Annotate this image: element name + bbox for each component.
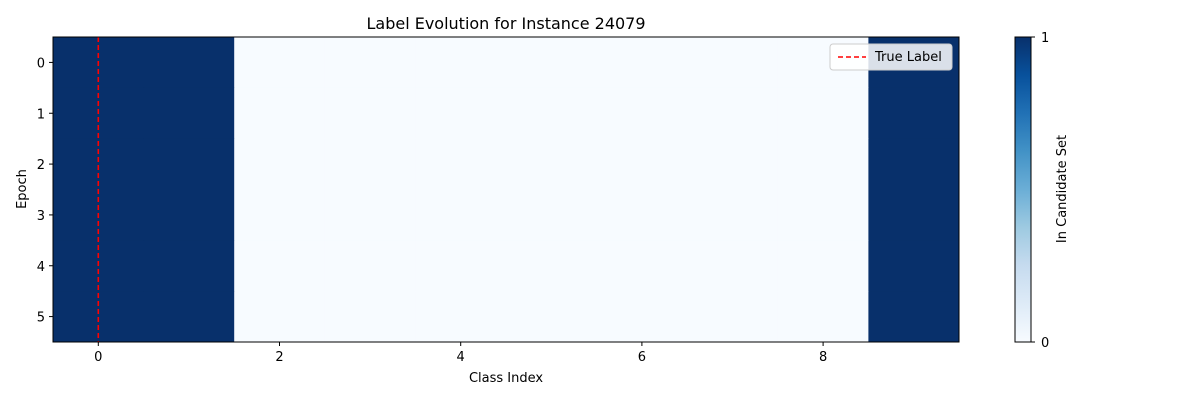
heatmap-cell	[687, 87, 779, 140]
heatmap-cell	[868, 189, 960, 241]
heatmap-cell	[596, 87, 688, 140]
heatmap-cell	[324, 291, 416, 343]
heatmap-cell	[324, 240, 416, 292]
heatmap-cell	[143, 189, 235, 241]
heatmap-cell	[415, 87, 507, 140]
heatmap-cell	[143, 138, 235, 190]
heatmap-cell	[687, 37, 779, 89]
heatmap-cell	[506, 87, 598, 140]
heatmap-cell	[687, 138, 779, 190]
heatmap-cell	[234, 138, 326, 190]
heatmap-cell	[234, 291, 326, 343]
heatmap-cell	[868, 240, 960, 292]
y-tick-label: 5	[37, 311, 45, 326]
heatmap-cell	[506, 240, 598, 292]
heatmap-cell	[234, 240, 326, 292]
colorbar-label: In Candidate Set	[1055, 135, 1070, 243]
heatmap-cell	[868, 138, 960, 190]
chart-title: Label Evolution for Instance 24079	[366, 14, 645, 33]
heatmap-cell	[234, 87, 326, 140]
heatmap-cells	[53, 37, 960, 343]
heatmap-cell	[506, 138, 598, 190]
heatmap-cell	[687, 291, 779, 343]
heatmap-cell	[596, 37, 688, 89]
heatmap-cell	[777, 291, 869, 343]
y-axis-label: Epoch	[15, 169, 30, 209]
heatmap-cell	[687, 189, 779, 241]
heatmap-cell	[324, 189, 416, 241]
axes-frame	[52, 36, 960, 343]
heatmap-cell	[234, 189, 326, 241]
heatmap-cell	[596, 138, 688, 190]
heatmap-cell	[234, 37, 326, 89]
legend-box	[829, 43, 953, 71]
colorbar-ticks: 01	[1031, 31, 1049, 351]
heatmap-cell	[868, 87, 960, 140]
heatmap-cell	[596, 189, 688, 241]
heatmap-cell	[415, 189, 507, 241]
heatmap-cell	[324, 37, 416, 89]
legend-entry-true-label: True Label	[874, 50, 942, 65]
y-tick-label: 4	[37, 260, 45, 275]
x-tick-label: 2	[275, 350, 283, 365]
x-tick-label: 8	[819, 350, 827, 365]
heatmap-cell	[596, 291, 688, 343]
y-tick-label: 2	[37, 158, 45, 173]
heatmap-cell	[596, 240, 688, 292]
colorbar-tick-label: 1	[1041, 31, 1049, 46]
y-tick-label: 1	[37, 107, 45, 122]
heatmap-cell	[415, 291, 507, 343]
y-axis-ticks: 0 1 2 3 4 5	[37, 56, 53, 326]
y-tick-label: 0	[37, 56, 45, 71]
heatmap-cell	[868, 291, 960, 343]
x-tick-label: 6	[638, 350, 646, 365]
heatmap-cell	[143, 240, 235, 292]
heatmap-cell	[777, 189, 869, 241]
x-axis-ticks: 0 2 4 6 8	[94, 342, 827, 365]
heatmap-cell	[324, 138, 416, 190]
heatmap-cell	[415, 138, 507, 190]
colorbar-tick-label: 0	[1041, 336, 1049, 351]
x-tick-label: 0	[94, 350, 102, 365]
heatmap-cell	[415, 240, 507, 292]
heatmap-cell	[777, 87, 869, 140]
heatmap-cell	[506, 189, 598, 241]
y-tick-label: 3	[37, 209, 45, 224]
heatmap-cell	[777, 240, 869, 292]
colorbar-gradient	[1014, 36, 1032, 343]
colorbar: 01 In Candidate Set	[1014, 31, 1070, 351]
x-axis-label: Class Index	[469, 371, 543, 386]
heatmap-cell	[777, 138, 869, 190]
heatmap-cell	[687, 240, 779, 292]
legend: True Label	[829, 43, 953, 71]
heatmap-cell	[324, 87, 416, 140]
heatmap-cell	[506, 37, 598, 89]
x-tick-label: 4	[457, 350, 465, 365]
heatmap-cell	[143, 37, 235, 89]
heatmap-cell	[415, 37, 507, 89]
heatmap-cell	[143, 291, 235, 343]
heatmap-cell	[143, 87, 235, 140]
heatmap-cell	[506, 291, 598, 343]
